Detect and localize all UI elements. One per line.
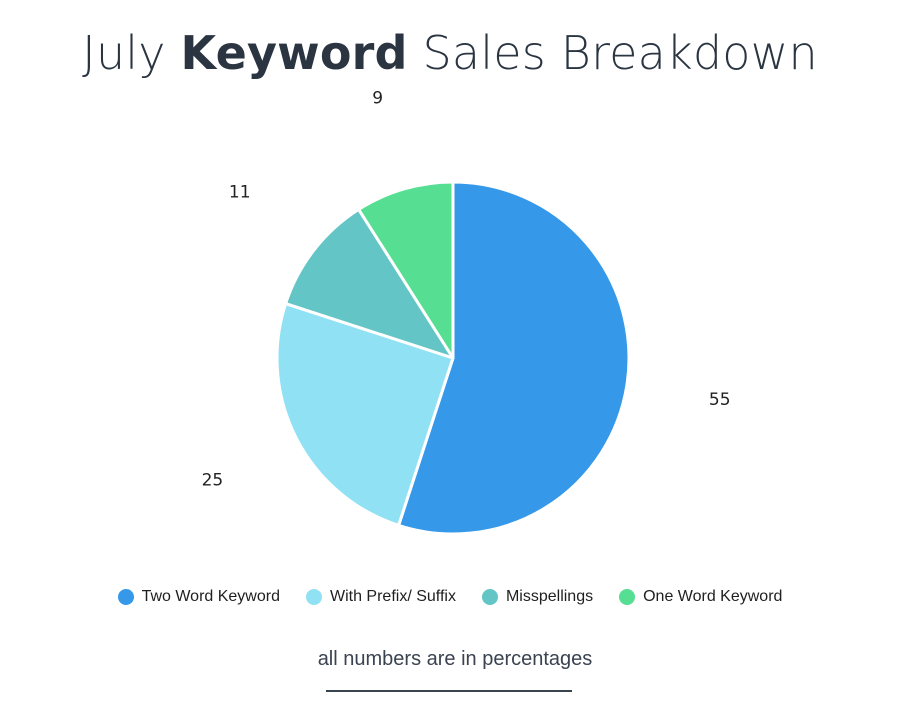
chart-title-emphasis: Keyword — [180, 26, 408, 80]
pie-data-label-with-prefix-suffix: 25 — [202, 471, 224, 491]
legend-label: One Word Keyword — [643, 588, 783, 605]
pie-slice-one-word-keyword — [357, 180, 455, 360]
legend-label: Two Word Keyword — [141, 588, 280, 605]
chart-title-suffix: Sales Breakdown — [422, 26, 818, 80]
chart-title: July Keyword Sales Breakdown — [0, 26, 900, 80]
legend-label: Misspellings — [505, 588, 594, 605]
footnote: all numbers are in percentages — [317, 648, 593, 670]
legend-swatch-icon — [305, 589, 322, 605]
legend-swatch-icon — [481, 589, 498, 605]
pie-data-label-two-word-keyword: 55 — [709, 390, 731, 410]
legend-item-one-word-keyword[interactable]: One Word Keyword — [619, 588, 782, 606]
legend-item-misspellings[interactable]: Misspellings — [481, 588, 594, 606]
chart-title-prefix: July — [82, 26, 166, 80]
pie-data-label-misspellings: 11 — [229, 183, 251, 203]
pie-slice-misspellings — [284, 207, 455, 360]
pie-data-label-one-word-keyword: 9 — [372, 89, 383, 109]
pie-data-labels: 55 25 11 9 — [202, 89, 731, 491]
legend-swatch-icon — [117, 589, 134, 605]
pie-slice-with-prefix-suffix — [275, 302, 455, 527]
legend-item-with-prefix-suffix[interactable]: With Prefix/ Suffix — [305, 588, 456, 606]
pie-slices — [275, 180, 631, 536]
pie-slice-two-word-keyword — [397, 180, 631, 536]
legend-label: With Prefix/ Suffix — [329, 588, 456, 605]
legend-swatch-icon — [619, 589, 636, 605]
footnote-underline — [326, 690, 572, 692]
legend-item-two-word-keyword[interactable]: Two Word Keyword — [117, 588, 280, 606]
chart-legend: Two Word Keyword With Prefix/ Suffix Missp… — [0, 588, 900, 606]
